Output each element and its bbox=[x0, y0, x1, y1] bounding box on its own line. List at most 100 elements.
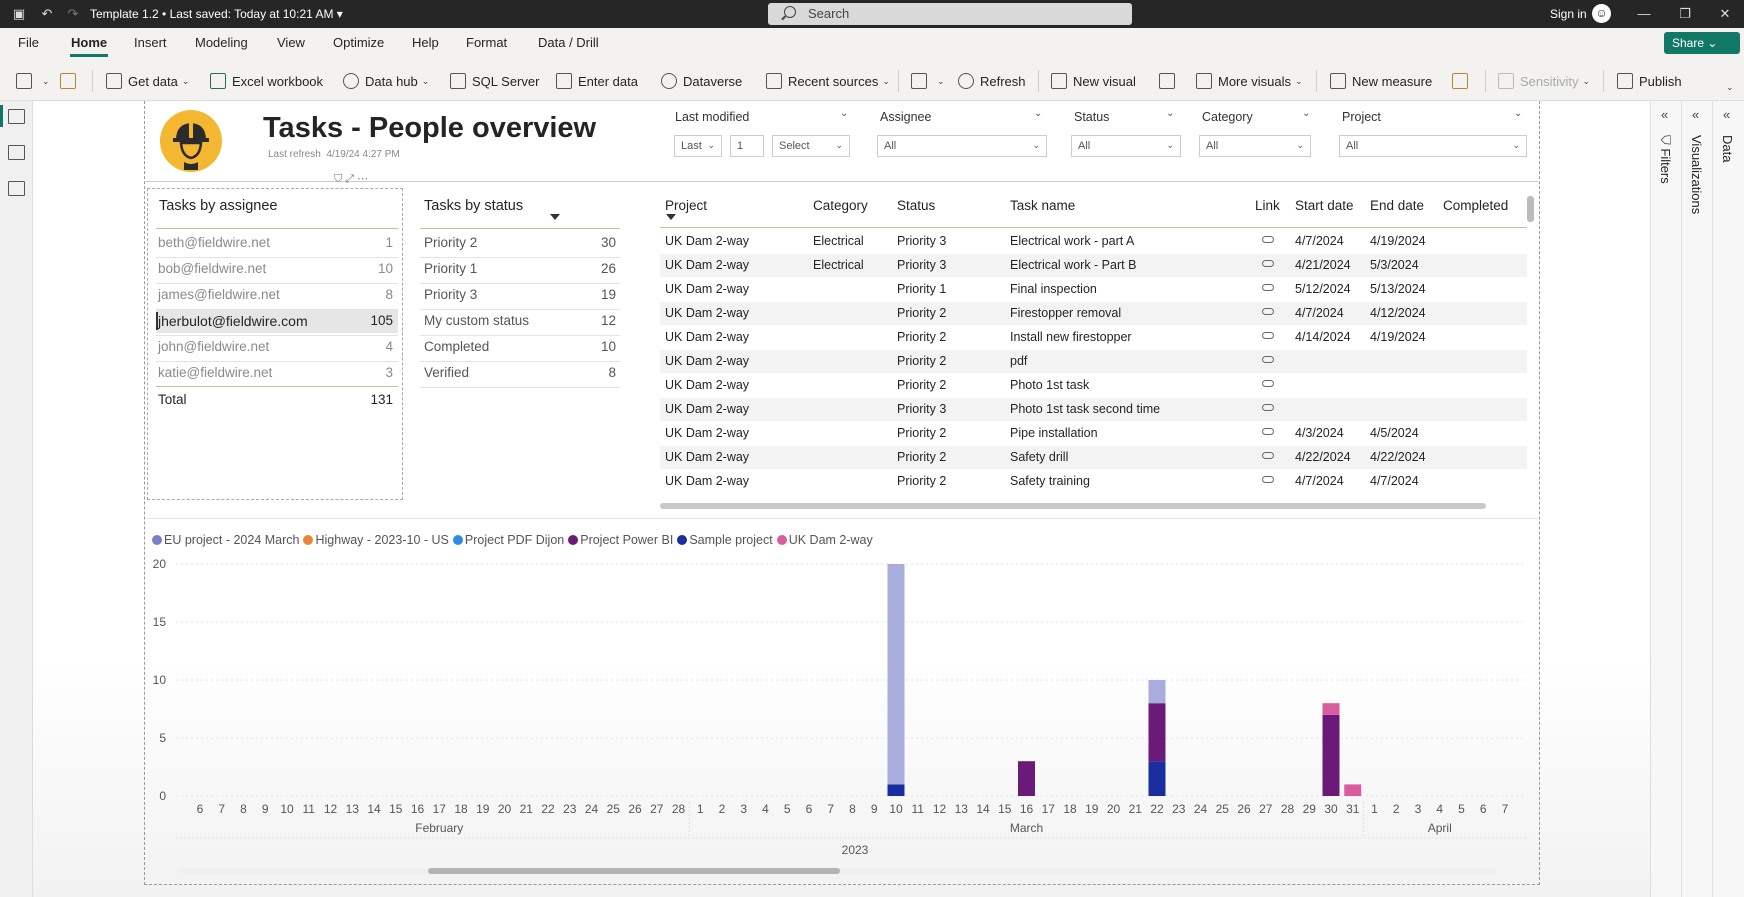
data-pane[interactable]: « Data bbox=[1713, 101, 1744, 897]
filters-pane[interactable]: « ⛉ Filters bbox=[1651, 101, 1682, 897]
tab-help[interactable]: Help bbox=[412, 35, 439, 50]
assignee-dropdown[interactable]: All ⌄ bbox=[877, 135, 1047, 157]
new-visual-button[interactable]: New visual bbox=[1051, 72, 1136, 90]
recent-sources-button[interactable]: Recent sources ⌄ bbox=[766, 72, 890, 90]
format-painter-button[interactable] bbox=[60, 72, 82, 90]
link-icon[interactable] bbox=[1262, 452, 1274, 459]
link-icon[interactable] bbox=[1262, 404, 1274, 411]
status-name[interactable]: My custom status bbox=[424, 313, 530, 328]
legend-item[interactable]: UK Dam 2-way bbox=[776, 533, 873, 547]
legend-item[interactable]: Highway - 2023-10 - US bbox=[303, 533, 449, 547]
col-end-date[interactable]: End date bbox=[1370, 198, 1425, 213]
link-icon[interactable] bbox=[1262, 260, 1274, 267]
link-icon[interactable] bbox=[1262, 380, 1274, 387]
share-button[interactable]: Share ⌄ bbox=[1664, 32, 1740, 54]
legend-item[interactable]: Project Power BI bbox=[568, 533, 673, 547]
chevron-down-icon[interactable]: ⌄ bbox=[840, 108, 849, 119]
chevron-down-icon[interactable]: ⌄ bbox=[1514, 108, 1523, 119]
last-modified-count-input[interactable]: 1 bbox=[730, 135, 764, 157]
get-data-button[interactable]: Get data ⌄ bbox=[106, 72, 189, 90]
col-completed[interactable]: Completed bbox=[1443, 198, 1509, 213]
publish-button[interactable]: Publish bbox=[1617, 72, 1682, 90]
col-status[interactable]: Status bbox=[897, 198, 936, 213]
model-view-icon[interactable] bbox=[8, 181, 25, 196]
status-name[interactable]: Priority 1 bbox=[424, 261, 478, 276]
col-project[interactable]: Project bbox=[665, 198, 708, 213]
assignee-visual-frame[interactable] bbox=[147, 188, 403, 500]
chart-scroll-thumb[interactable] bbox=[428, 868, 840, 874]
assignee-name[interactable]: jherbulot@fieldwire.com bbox=[158, 313, 308, 329]
refresh-button[interactable]: Refresh bbox=[958, 72, 1026, 90]
chevron-left-icon[interactable]: « bbox=[1692, 107, 1700, 122]
tab-optimize[interactable]: Optimize bbox=[333, 35, 385, 50]
transform-data-button[interactable]: ⌄ bbox=[911, 72, 945, 90]
tab-file[interactable]: File bbox=[18, 35, 39, 50]
assignee-name[interactable]: john@fieldwire.net bbox=[158, 339, 270, 354]
status-name[interactable]: Verified bbox=[424, 365, 470, 380]
tab-data-drill[interactable]: Data / Drill bbox=[538, 35, 599, 50]
status-dropdown[interactable]: All ⌄ bbox=[1071, 135, 1181, 157]
status-name[interactable]: Priority 3 bbox=[424, 287, 478, 302]
legend-item[interactable]: EU project - 2024 March bbox=[152, 533, 299, 547]
table-vscroll[interactable] bbox=[1527, 196, 1534, 222]
tab-format[interactable]: Format bbox=[466, 35, 508, 50]
tab-home[interactable]: Home bbox=[71, 35, 108, 50]
status-name[interactable]: Completed bbox=[424, 339, 490, 354]
tab-modeling[interactable]: Modeling bbox=[195, 35, 248, 50]
visual-header-icons[interactable]: ⛉ ⤢ ⋯ bbox=[334, 173, 369, 185]
tab-view[interactable]: View bbox=[277, 35, 305, 50]
collapse-ribbon-icon[interactable]: ⌄ bbox=[1726, 81, 1734, 92]
tab-insert[interactable]: Insert bbox=[134, 35, 167, 50]
link-icon[interactable] bbox=[1262, 236, 1274, 243]
link-icon[interactable] bbox=[1262, 356, 1274, 363]
last-modified-mode-dropdown[interactable]: Last ⌄ bbox=[674, 135, 722, 157]
status-name[interactable]: Priority 2 bbox=[424, 235, 478, 250]
sort-asc-icon[interactable] bbox=[666, 214, 676, 220]
sql-server-button[interactable]: SQL Server bbox=[450, 72, 539, 90]
visualizations-pane[interactable]: « Visualizations bbox=[1682, 101, 1713, 897]
col-task-name[interactable]: Task name bbox=[1010, 198, 1076, 213]
dataverse-button[interactable]: Dataverse bbox=[661, 72, 742, 90]
report-view-icon[interactable] bbox=[8, 109, 25, 124]
chevron-left-icon[interactable]: « bbox=[1723, 107, 1731, 122]
sign-in-link[interactable]: Sign in bbox=[1550, 7, 1587, 21]
project-dropdown[interactable]: All ⌄ bbox=[1339, 135, 1527, 157]
paste-button[interactable]: ⌄ bbox=[16, 72, 50, 90]
new-measure-button[interactable]: New measure bbox=[1330, 72, 1432, 90]
quick-measure-button[interactable] bbox=[1452, 72, 1474, 90]
save-icon[interactable]: ▣ bbox=[12, 6, 26, 21]
link-icon[interactable] bbox=[1262, 476, 1274, 483]
sort-desc-icon[interactable] bbox=[550, 214, 560, 220]
account-icon[interactable]: ☺ bbox=[1592, 4, 1611, 23]
chevron-down-icon[interactable]: ⌄ bbox=[1302, 108, 1311, 119]
assignee-name[interactable]: james@fieldwire.net bbox=[158, 287, 280, 302]
col-start-date[interactable]: Start date bbox=[1295, 198, 1354, 213]
chevron-down-icon[interactable]: ⌄ bbox=[1166, 108, 1175, 119]
assignee-name[interactable]: beth@fieldwire.net bbox=[158, 235, 271, 250]
table-view-icon[interactable] bbox=[8, 145, 25, 160]
link-icon[interactable] bbox=[1262, 284, 1274, 291]
text-box-button[interactable] bbox=[1159, 72, 1181, 90]
redo-icon[interactable]: ↷ bbox=[67, 6, 79, 21]
link-icon[interactable] bbox=[1262, 308, 1274, 315]
sensitivity-button[interactable]: Sensitivity ⌄ bbox=[1498, 72, 1590, 90]
legend-item[interactable]: Project PDF Dijon bbox=[452, 533, 564, 547]
excel-workbook-button[interactable]: Excel workbook bbox=[210, 72, 323, 90]
restore-icon[interactable]: ❐ bbox=[1679, 6, 1691, 21]
undo-icon[interactable]: ↶ bbox=[41, 6, 53, 21]
more-visuals-button[interactable]: More visuals ⌄ bbox=[1196, 72, 1303, 90]
data-hub-button[interactable]: Data hub ⌄ bbox=[343, 72, 429, 90]
document-title[interactable]: Template 1.2 • Last saved: Today at 10:2… bbox=[90, 7, 343, 21]
close-icon[interactable]: ✕ bbox=[1719, 6, 1731, 21]
col-link[interactable]: Link bbox=[1255, 198, 1280, 213]
chevron-down-icon[interactable]: ⌄ bbox=[1034, 108, 1043, 119]
category-dropdown[interactable]: All ⌄ bbox=[1199, 135, 1311, 157]
link-icon[interactable] bbox=[1262, 332, 1274, 339]
legend-item[interactable]: Sample project bbox=[677, 533, 773, 547]
assignee-name[interactable]: bob@fieldwire.net bbox=[158, 261, 267, 276]
minimize-icon[interactable]: — bbox=[1637, 6, 1651, 21]
chevron-left-icon[interactable]: « bbox=[1661, 107, 1669, 122]
link-icon[interactable] bbox=[1262, 428, 1274, 435]
search-input[interactable]: Search bbox=[768, 3, 1132, 25]
table-hscroll[interactable] bbox=[660, 503, 1486, 509]
